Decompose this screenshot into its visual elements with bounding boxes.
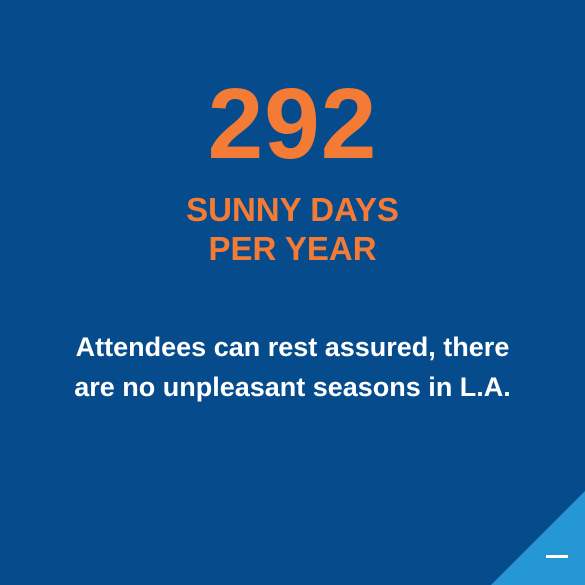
minus-icon <box>546 555 568 558</box>
stat-label-line-2: PER YEAR <box>208 230 377 267</box>
stat-number: 292 <box>207 68 378 180</box>
collapse-corner-button[interactable] <box>491 491 585 585</box>
stat-label: SUNNY DAYS PER YEAR <box>0 190 585 268</box>
description-line-1: Attendees can rest assured, there <box>75 332 510 362</box>
description-line-2: are no unpleasant seasons in L.A. <box>74 372 511 402</box>
description: Attendees can rest assured, there are no… <box>0 327 585 407</box>
stat-label-line-1: SUNNY DAYS <box>186 191 399 228</box>
